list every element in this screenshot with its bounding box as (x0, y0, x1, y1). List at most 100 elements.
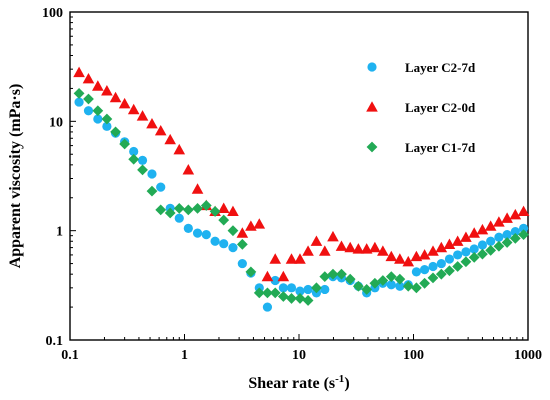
legend-item: Layer C2-7d (367, 60, 476, 75)
data-point (394, 253, 406, 264)
x-axis-title-superscript: -1 (335, 373, 344, 385)
data-point (303, 284, 313, 295)
data-point (110, 126, 121, 138)
x-axis-tick-labels: 0.1 1 10 100 1000 (61, 348, 542, 363)
data-point (227, 225, 239, 237)
data-point (352, 280, 364, 292)
y-axis-ticks (70, 11, 76, 341)
legend-marker (366, 101, 378, 112)
legend-item: Layer C1-7d (366, 140, 476, 155)
data-point (269, 253, 282, 264)
data-point (147, 169, 157, 179)
data-point (262, 302, 273, 312)
data-point (182, 164, 195, 175)
data-point (164, 133, 176, 145)
data-point (294, 253, 306, 264)
data-point (82, 72, 95, 84)
data-point (352, 243, 365, 254)
data-point (73, 66, 85, 78)
data-point (154, 124, 167, 136)
data-point (270, 275, 280, 286)
data-point (419, 265, 430, 275)
data-point (394, 273, 406, 285)
data-point (164, 207, 176, 219)
data-point (245, 266, 257, 278)
data-point (452, 261, 464, 272)
y-tick-label: 0.1 (46, 334, 64, 349)
data-point (419, 277, 430, 289)
data-point (118, 97, 131, 109)
data-point (192, 228, 203, 238)
legend-item: Layer C2-0d (366, 100, 476, 115)
data-point (460, 231, 472, 242)
data-point (327, 230, 339, 242)
data-point (269, 287, 281, 299)
data-point (444, 265, 455, 277)
data-point (127, 103, 140, 115)
data-point (360, 243, 373, 254)
data-point (155, 204, 167, 216)
data-point (253, 218, 266, 229)
data-point (294, 293, 306, 304)
data-point (174, 213, 184, 223)
data-point (410, 250, 423, 262)
data-point (443, 238, 456, 249)
data-point (285, 253, 298, 264)
data-point (146, 185, 158, 197)
data-point (435, 241, 448, 253)
data-point (501, 237, 513, 248)
data-point (453, 250, 463, 260)
data-point (410, 282, 422, 294)
data-point (318, 245, 331, 256)
data-point (92, 105, 104, 117)
data-point (92, 80, 104, 91)
data-point (477, 240, 488, 250)
data-point (129, 146, 139, 157)
data-point (137, 155, 148, 165)
data-point (402, 255, 415, 267)
y-tick-label: 100 (42, 6, 63, 21)
data-point (302, 245, 314, 256)
data-point (156, 182, 166, 192)
data-point (395, 281, 405, 291)
data-point (469, 244, 479, 254)
data-point (486, 236, 496, 246)
x-tick-label: 1000 (514, 348, 542, 363)
data-point (411, 267, 421, 277)
data-point (109, 91, 122, 103)
data-point (510, 227, 520, 237)
series-diamond (73, 88, 529, 306)
legend: Layer C2-7d Layer C2-0d Layer C1-7d (366, 60, 476, 155)
data-point (451, 235, 464, 246)
series-layer (73, 66, 530, 312)
data-point (93, 114, 103, 124)
data-point (278, 283, 288, 293)
data-point (227, 205, 239, 217)
x-tick-label: 100 (403, 348, 424, 363)
data-point (128, 153, 140, 165)
data-point (336, 268, 347, 280)
data-point (476, 223, 489, 235)
data-point (101, 113, 113, 125)
data-point (173, 202, 185, 214)
data-point (310, 235, 323, 246)
x-axis-title-text: Shear rate (s (248, 375, 335, 392)
data-point (402, 280, 414, 292)
data-point (493, 240, 505, 252)
data-point (146, 117, 158, 129)
data-point (361, 284, 373, 295)
y-tick-label: 10 (49, 115, 63, 130)
data-point (74, 97, 84, 107)
data-point (286, 293, 297, 304)
data-point (228, 243, 238, 253)
data-point (101, 85, 113, 96)
data-point (173, 143, 186, 155)
data-point (509, 232, 521, 244)
data-point (183, 223, 193, 233)
data-point (377, 275, 389, 286)
data-point (385, 271, 397, 283)
data-point (218, 214, 230, 226)
data-point (444, 254, 455, 264)
data-point (192, 202, 203, 214)
